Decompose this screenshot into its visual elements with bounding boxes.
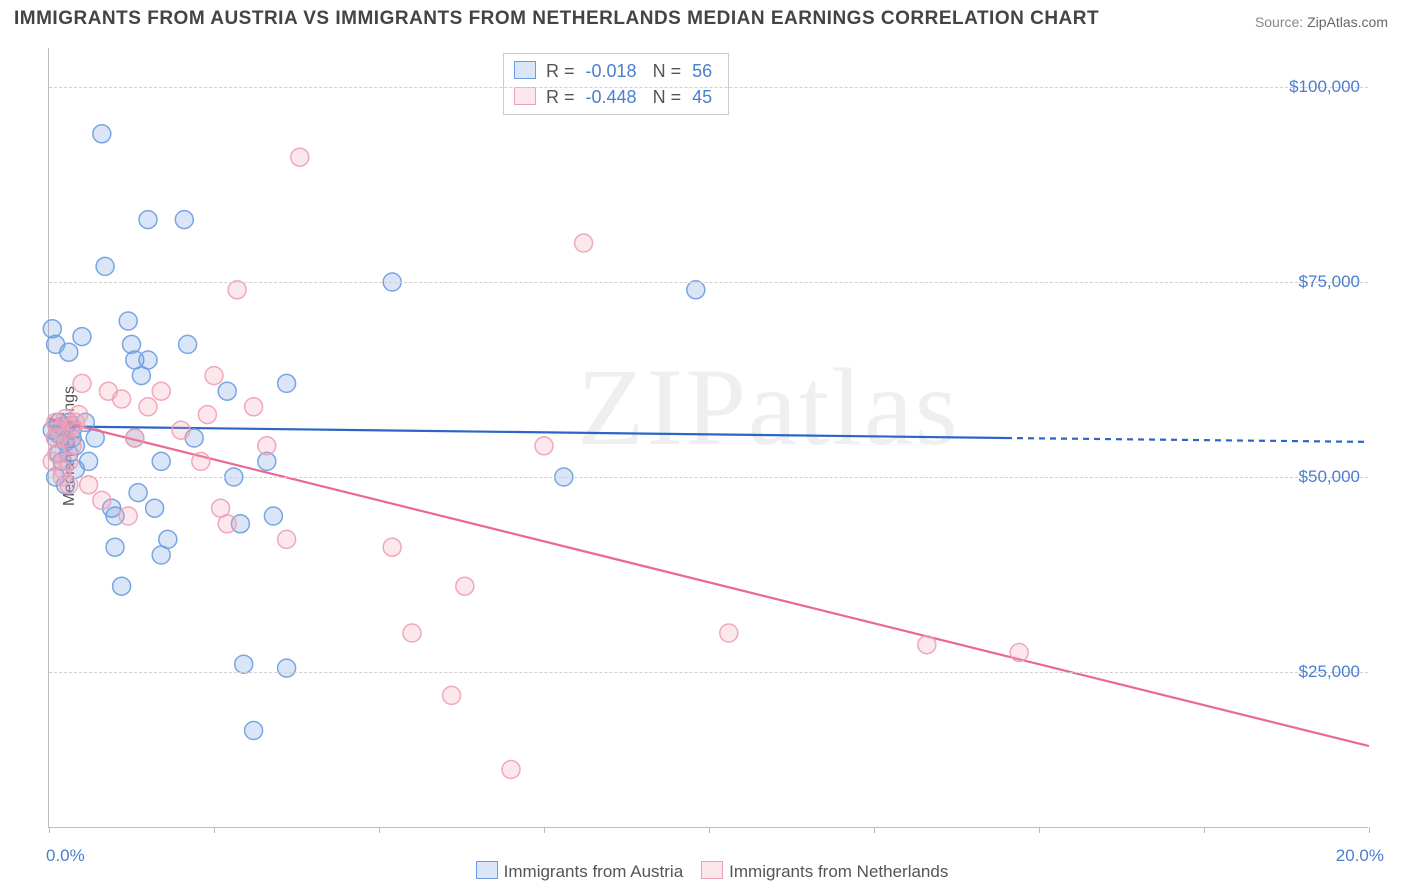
data-point [60,343,78,361]
data-point [245,398,263,416]
data-point [218,515,236,533]
chart-svg [49,48,1368,827]
data-point [278,530,296,548]
data-point [106,538,124,556]
gridline [49,282,1368,283]
legend-swatch [514,61,536,79]
legend-swatch [701,861,723,879]
data-point [456,577,474,595]
data-point [575,234,593,252]
data-point [278,374,296,392]
x-tick-mark [874,827,875,833]
data-point [73,328,91,346]
data-point [139,398,157,416]
x-tick-mark [1039,827,1040,833]
data-point [43,320,61,338]
data-point [146,499,164,517]
series-legend: Immigrants from Austria Immigrants from N… [0,861,1406,882]
data-point [129,484,147,502]
data-point [113,390,131,408]
data-point [60,476,78,494]
y-tick-label: $100,000 [1289,77,1360,97]
data-point [198,406,216,424]
data-point [93,125,111,143]
source-label: Source: [1255,14,1307,30]
data-point [60,452,78,470]
data-point [502,761,520,779]
data-point [119,507,137,525]
data-point [123,335,141,353]
correlation-legend: R = -0.018 N = 56R = -0.448 N = 45 [503,53,729,115]
data-point [291,148,309,166]
x-tick-mark [1369,827,1370,833]
trend-line-extrapolated [1006,438,1369,442]
data-point [80,476,98,494]
data-point [159,530,177,548]
data-point [126,429,144,447]
legend-r-value: -0.018 [586,61,637,81]
gridline [49,87,1368,88]
data-point [96,257,114,275]
data-point [70,406,88,424]
data-point [383,538,401,556]
data-point [218,382,236,400]
legend-swatch [476,861,498,879]
x-tick-mark [379,827,380,833]
data-point [172,421,190,439]
data-point [63,437,81,455]
data-point [1010,644,1028,662]
source-value: ZipAtlas.com [1307,14,1388,30]
legend-row: R = -0.018 N = 56 [514,58,718,84]
data-point [264,507,282,525]
data-point [687,281,705,299]
data-point [80,452,98,470]
data-point [535,437,553,455]
chart-container: IMMIGRANTS FROM AUSTRIA VS IMMIGRANTS FR… [0,0,1406,892]
x-tick-mark [709,827,710,833]
trend-line [49,419,1369,747]
data-point [720,624,738,642]
data-point [152,452,170,470]
data-point [192,452,210,470]
x-tick-mark [544,827,545,833]
data-point [73,374,91,392]
data-point [175,211,193,229]
legend-n-value: 56 [692,61,712,81]
data-point [119,312,137,330]
x-tick-mark [214,827,215,833]
chart-title: IMMIGRANTS FROM AUSTRIA VS IMMIGRANTS FR… [14,8,1099,30]
gridline [49,477,1368,478]
data-point [235,655,253,673]
data-point [139,351,157,369]
legend-r-value: -0.448 [586,87,637,107]
data-point [205,367,223,385]
data-point [245,722,263,740]
plot-area: ZIPatlas R = -0.018 N = 56R = -0.448 N =… [48,48,1368,828]
x-tick-mark [1204,827,1205,833]
legend-swatch [514,87,536,105]
data-point [139,211,157,229]
data-point [152,382,170,400]
x-tick-mark [49,827,50,833]
y-tick-label: $50,000 [1299,467,1360,487]
y-tick-label: $75,000 [1299,272,1360,292]
data-point [228,281,246,299]
data-point [258,437,276,455]
data-point [443,686,461,704]
data-point [179,335,197,353]
data-point [403,624,421,642]
data-point [918,636,936,654]
y-tick-label: $25,000 [1299,662,1360,682]
source-attribution: Source: ZipAtlas.com [1255,14,1388,30]
gridline [49,672,1368,673]
legend-n-value: 45 [692,87,712,107]
data-point [93,491,111,509]
legend-series-label: Immigrants from Austria [504,862,684,881]
legend-series-label: Immigrants from Netherlands [729,862,948,881]
data-point [278,659,296,677]
data-point [113,577,131,595]
